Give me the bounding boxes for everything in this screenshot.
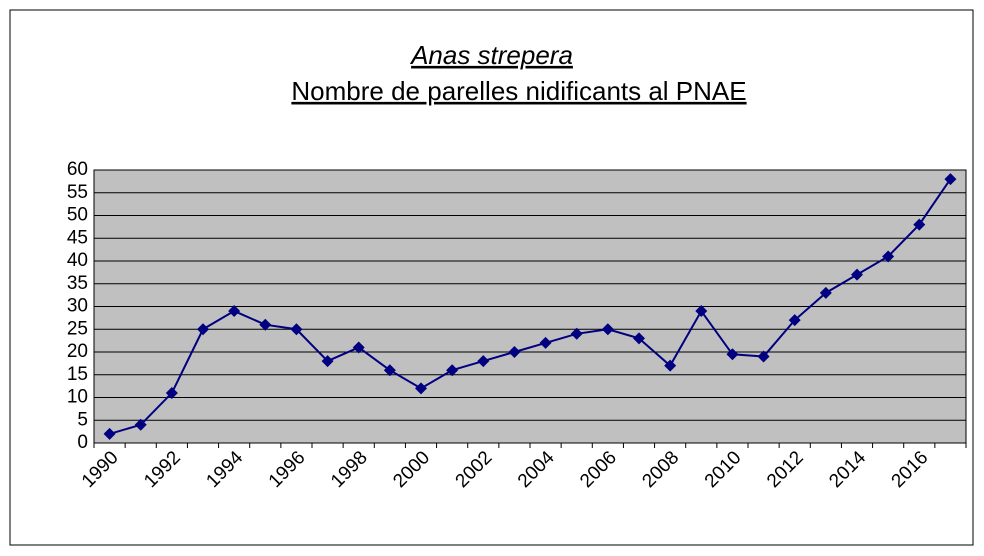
data-point [944, 173, 957, 186]
y-tick-label: 60 [67, 159, 88, 180]
data-point [601, 323, 614, 336]
data-point [913, 218, 926, 231]
data-point [321, 355, 334, 368]
data-point [664, 359, 677, 372]
data-point [788, 314, 801, 327]
data-point [539, 336, 552, 349]
y-tick-label: 40 [67, 250, 88, 271]
y-tick-label: 0 [77, 432, 88, 453]
y-tick-label: 35 [67, 273, 88, 294]
data-point [415, 382, 427, 395]
y-tick-label: 15 [67, 364, 88, 385]
y-tick-label: 45 [67, 227, 88, 248]
data-point [570, 327, 583, 340]
data-point [103, 427, 116, 440]
data-point [757, 350, 770, 363]
data-point [882, 250, 895, 263]
chart-subtitle: Nombre de parelles nidificants al PNAE [291, 76, 746, 106]
data-point [259, 318, 272, 331]
data-point [819, 286, 832, 299]
data-point [197, 323, 209, 336]
data-point [477, 355, 490, 368]
chart-title: Anas strepera [409, 40, 573, 70]
y-tick-label: 10 [67, 387, 88, 408]
data-point [165, 386, 178, 399]
data-point [228, 305, 241, 318]
y-tick-label: 50 [67, 205, 88, 226]
data-point [695, 305, 708, 318]
data-point [352, 341, 365, 354]
data-point [508, 346, 521, 358]
y-tick-label: 20 [67, 341, 88, 362]
data-line [109, 178, 952, 435]
data-point [383, 364, 396, 377]
y-tick-label: 55 [67, 182, 88, 203]
y-tick-label: 30 [67, 296, 88, 317]
data-point [726, 348, 739, 361]
data-point [633, 332, 645, 345]
y-tick-label: 25 [67, 318, 88, 339]
data-point [851, 268, 863, 281]
data-point [134, 418, 147, 431]
data-point [446, 364, 459, 377]
data-point [290, 323, 303, 336]
y-tick-label: 5 [77, 409, 88, 430]
